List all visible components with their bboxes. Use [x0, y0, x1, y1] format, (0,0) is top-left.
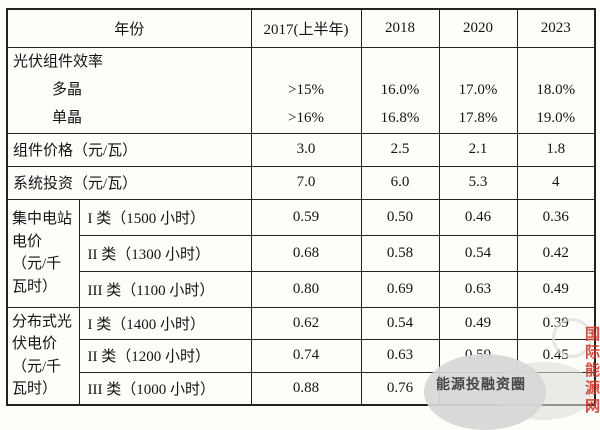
- system-investment-row: 系统投资（元/瓦） 7.0 6.0 5.3 4: [6, 165, 596, 200]
- poly-value: 17.0%: [458, 81, 498, 98]
- efficiency-value-cell: >15% >16%: [250, 46, 362, 134]
- year-column-header-2020: 2020: [438, 8, 518, 48]
- year-corner-cell: 年份: [6, 8, 252, 48]
- poly-value: 16.0%: [380, 81, 420, 98]
- tariff-value-cell: 0.68: [250, 234, 362, 272]
- tariff-value-cell: 0.63: [360, 339, 440, 373]
- tariff-value-cell: 0.36: [516, 198, 596, 236]
- poly-value: >15%: [288, 81, 324, 98]
- year-column-header-2017: 2017(上半年): [250, 8, 362, 48]
- price-value-cell: 1.8: [516, 132, 596, 167]
- tariff-value-cell: 0.69: [360, 270, 440, 308]
- price-value-cell: 6.0: [360, 165, 440, 200]
- mono-value: 16.8%: [380, 109, 420, 126]
- mono-row-label: 单晶: [52, 109, 83, 126]
- distributed-tariff-group-label: 分布式光伏电价（元/千瓦时）: [6, 306, 80, 405]
- year-column-header-2023: 2023: [516, 8, 596, 48]
- tariff-value-cell: 0.46: [438, 198, 518, 236]
- price-value-cell: 4: [516, 165, 596, 200]
- tariff-value-cell: 0.54: [360, 306, 440, 340]
- distributed-tariff-row: 分布式光伏电价（元/千瓦时） I 类（1400 小时） 0.62 0.54 0.…: [6, 306, 596, 405]
- pv-price-roadmap-table: 年份 2017(上半年) 2018 2020 2023 光伏组件效率 多晶 单晶…: [6, 8, 597, 406]
- price-value-cell: 3.0: [250, 132, 362, 167]
- tariff-class-label: II 类（1200 小时）: [78, 339, 252, 373]
- tariff-value-cell: 0.49: [516, 270, 596, 308]
- efficiency-section-title: 光伏组件效率: [13, 53, 104, 70]
- module-price-row: 组件价格（元/瓦） 3.0 2.5 2.1 1.8: [6, 132, 596, 167]
- tariff-value-cell: 0.54: [438, 234, 518, 272]
- centralized-tariff-row: III 类（1100 小时） 0.80 0.69 0.63 0.49: [7, 270, 596, 308]
- watermark-ring-logo: [552, 318, 592, 358]
- tariff-value-cell: 0.63: [438, 270, 518, 308]
- tariff-value-cell: 0.42: [516, 234, 596, 272]
- system-investment-row-label: 系统投资（元/瓦）: [6, 165, 252, 200]
- mono-value: >16%: [288, 109, 324, 126]
- header-row: 年份 2017(上半年) 2018 2020 2023: [6, 8, 596, 48]
- year-column-header-2018: 2018: [360, 8, 440, 48]
- tariff-class-label: III 类（1000 小时）: [78, 371, 252, 405]
- price-value-cell: 7.0: [250, 165, 362, 200]
- tariff-class-label: I 类（1500 小时）: [78, 198, 252, 236]
- tariff-value-cell: 0.58: [360, 234, 440, 272]
- tariff-value-cell: 0.62: [250, 306, 362, 340]
- tariff-class-label: III 类（1100 小时）: [78, 270, 252, 308]
- price-value-cell: 2.5: [360, 132, 440, 167]
- efficiency-label-cell: 光伏组件效率 多晶 单晶: [6, 46, 252, 134]
- efficiency-value-cell: 18.0% 19.0%: [516, 46, 596, 134]
- tariff-value-cell: 0.74: [250, 339, 362, 373]
- efficiency-value-cell: 17.0% 17.8%: [438, 46, 518, 134]
- tariff-value-cell: 0.50: [360, 198, 440, 236]
- centralized-tariff-group-label: 集中电站电价（元/千瓦时）: [6, 198, 80, 308]
- page: { "chart_data": { "type": "table", "head…: [6, 8, 600, 430]
- tariff-class-label: II 类（1300 小时）: [78, 234, 252, 272]
- watermark-badge-text: 能源投融资圈: [436, 376, 526, 392]
- poly-value: 18.0%: [536, 81, 576, 98]
- tariff-value-cell: 0.88: [250, 371, 362, 405]
- centralized-tariff-row: II 类（1300 小时） 0.68 0.58 0.54 0.42: [7, 234, 596, 272]
- price-value-cell: 5.3: [438, 165, 518, 200]
- mono-value: 19.0%: [536, 109, 576, 126]
- centralized-tariff-row: 集中电站电价（元/千瓦时） I 类（1500 小时） 0.59 0.50 0.4…: [6, 198, 596, 308]
- tariff-value-cell: 0.59: [250, 198, 362, 236]
- poly-row-label: 多晶: [52, 81, 83, 98]
- efficiency-value-cell: 16.0% 16.8%: [360, 46, 440, 134]
- efficiency-section-row: 光伏组件效率 多晶 单晶 >15% >16% 16.0% 16.8% 17.0%…: [6, 46, 596, 134]
- mono-value: 17.8%: [458, 109, 498, 126]
- price-value-cell: 2.1: [438, 132, 518, 167]
- tariff-value-cell: 0.80: [250, 270, 362, 308]
- tariff-value-cell: 0.49: [438, 306, 518, 340]
- tariff-class-label: I 类（1400 小时）: [78, 306, 252, 340]
- module-price-row-label: 组件价格（元/瓦）: [6, 132, 252, 167]
- watermark-side-text: 国际能源网: [583, 326, 600, 416]
